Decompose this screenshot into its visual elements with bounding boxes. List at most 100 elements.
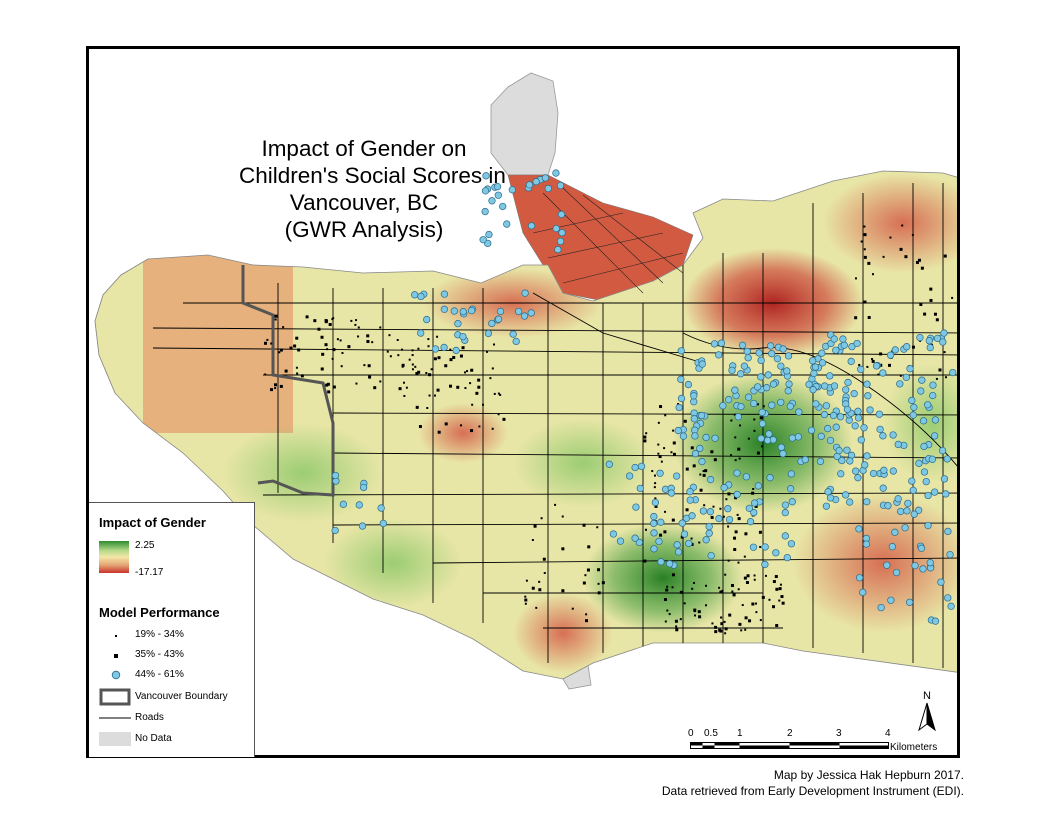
- point-low-performance: [491, 367, 494, 370]
- point-high-performance: [677, 375, 685, 383]
- point-low-performance: [685, 467, 689, 471]
- point-high-performance: [481, 187, 490, 195]
- point-high-performance: [482, 172, 490, 180]
- point-high-performance: [377, 504, 385, 512]
- point-high-performance: [488, 197, 496, 205]
- scale-tick-2: 2: [787, 728, 793, 739]
- point-low-performance: [737, 588, 740, 591]
- point-high-performance: [674, 548, 683, 556]
- point-low-performance: [587, 545, 591, 549]
- point-low-performance: [663, 598, 667, 602]
- point-low-performance: [525, 579, 528, 582]
- point-low-performance: [746, 574, 750, 578]
- point-high-performance: [715, 514, 723, 523]
- point-low-performance: [278, 351, 281, 354]
- point-high-performance: [779, 345, 787, 353]
- point-low-performance: [719, 507, 722, 510]
- point-high-performance: [750, 499, 759, 507]
- point-low-performance: [425, 372, 428, 375]
- point-high-performance: [761, 543, 769, 551]
- point-low-performance: [772, 580, 776, 584]
- point-high-performance: [738, 341, 747, 349]
- point-low-performance: [943, 351, 946, 354]
- point-high-performance: [625, 472, 634, 480]
- point-high-performance: [869, 469, 878, 478]
- point-low-performance: [877, 373, 880, 376]
- point-low-performance: [759, 545, 762, 548]
- point-high-performance: [677, 394, 686, 403]
- point-high-performance: [847, 357, 855, 366]
- point-high-performance: [810, 369, 818, 378]
- point-low-performance: [388, 334, 391, 337]
- point-high-performance: [520, 312, 529, 320]
- point-high-performance: [631, 534, 639, 542]
- point-high-performance: [609, 530, 618, 538]
- point-high-performance: [508, 186, 517, 194]
- point-high-performance: [754, 383, 762, 391]
- legend-boundary-swatch: [99, 688, 131, 706]
- point-low-performance: [531, 586, 535, 590]
- point-high-performance: [556, 181, 565, 190]
- point-low-performance: [724, 632, 727, 635]
- point-low-performance: [747, 437, 750, 440]
- point-high-performance: [866, 406, 874, 414]
- point-low-performance: [417, 370, 421, 374]
- point-high-performance: [848, 343, 856, 351]
- point-high-performance: [355, 501, 363, 509]
- point-low-performance: [714, 630, 718, 634]
- point-low-performance: [538, 580, 541, 583]
- title-line-3: Vancouver, BC: [289, 190, 439, 215]
- point-low-performance: [663, 447, 666, 450]
- point-high-performance: [840, 341, 848, 349]
- point-low-performance: [671, 573, 675, 577]
- legend-roads-label: Roads: [135, 712, 164, 723]
- point-low-performance: [724, 627, 728, 631]
- point-high-performance: [488, 319, 496, 328]
- point-high-performance: [943, 455, 951, 463]
- point-low-performance: [670, 451, 673, 454]
- point-high-performance: [750, 508, 758, 517]
- point-low-performance: [666, 585, 669, 588]
- point-low-performance: [745, 581, 749, 585]
- point-high-performance: [705, 522, 713, 531]
- point-high-performance: [817, 432, 825, 440]
- point-low-performance: [733, 548, 737, 552]
- point-low-performance: [693, 614, 696, 617]
- point-high-performance: [931, 488, 939, 496]
- point-low-performance: [768, 598, 771, 601]
- point-low-performance: [720, 616, 723, 619]
- point-low-performance: [645, 528, 648, 531]
- point-low-performance: [702, 470, 705, 473]
- point-high-performance: [674, 426, 682, 435]
- point-low-performance: [366, 334, 370, 338]
- point-low-performance: [730, 419, 733, 422]
- point-low-performance: [264, 373, 267, 376]
- point-high-performance: [331, 526, 339, 535]
- point-low-performance: [470, 429, 474, 433]
- point-low-performance: [737, 561, 740, 564]
- point-low-performance: [744, 616, 748, 620]
- point-high-performance: [855, 574, 864, 582]
- point-high-performance: [636, 484, 644, 493]
- point-high-performance: [910, 510, 918, 518]
- point-high-performance: [909, 486, 917, 494]
- point-high-performance: [754, 482, 762, 490]
- point-high-performance: [853, 339, 861, 348]
- point-low-performance: [379, 326, 382, 329]
- point-low-performance: [741, 604, 744, 607]
- point-high-performance: [541, 174, 550, 182]
- point-low-performance: [328, 323, 332, 327]
- point-high-performance: [783, 553, 791, 562]
- point-low-performance: [427, 345, 430, 348]
- point-low-performance: [882, 255, 885, 258]
- point-low-performance: [437, 430, 441, 434]
- point-high-performance: [909, 411, 917, 419]
- point-high-performance: [557, 210, 566, 219]
- point-high-performance: [750, 399, 758, 408]
- point-high-performance: [554, 245, 562, 254]
- scale-tick-3: 3: [836, 728, 842, 739]
- point-low-performance: [778, 599, 781, 602]
- point-low-performance: [339, 339, 342, 342]
- point-high-performance: [835, 446, 843, 455]
- point-low-performance: [295, 336, 299, 340]
